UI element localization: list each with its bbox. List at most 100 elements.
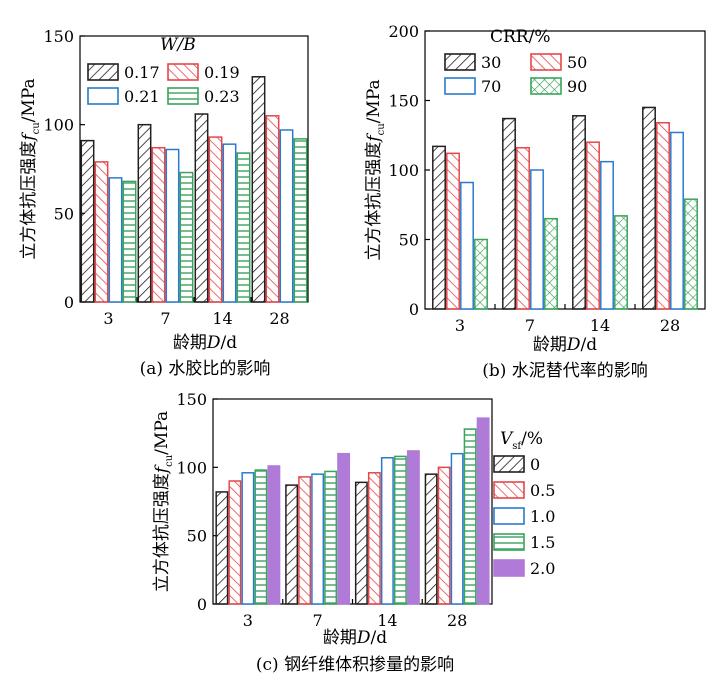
bar <box>254 469 268 605</box>
legend: W/B0.17 0.19 0.21 0.23 <box>87 35 240 106</box>
y-axis-label-main: 立方体抗压强度 <box>19 141 39 260</box>
y-tick-label: 100 <box>176 458 207 477</box>
bar <box>215 491 229 605</box>
legend-title: CRR/% <box>490 27 551 47</box>
bar <box>337 452 351 605</box>
bar <box>165 148 180 303</box>
legend-title-symbol: V <box>500 429 514 449</box>
bar <box>446 152 460 310</box>
x-axis-label-symbol: D <box>206 333 221 353</box>
bar <box>614 215 628 310</box>
y-tick-label: 0 <box>64 293 74 312</box>
x-axis-label-main: 龄期 <box>173 333 207 353</box>
chart-caption: (c) 钢纤维体积掺量的影响 <box>256 655 454 675</box>
legend-title: W/B <box>160 35 196 55</box>
legend-title-subscript: sf <box>512 441 522 452</box>
bar <box>670 131 684 310</box>
x-tick-label: 3 <box>455 316 465 335</box>
y-tick-label: 150 <box>176 390 207 409</box>
y-axis-label-main: 立方体抗压强度 <box>152 473 172 592</box>
chart-panel-1: 0 50 100 150 200 3 7 14 28 立方体抗压强度fcu/MPa 龄期D/d (b)… <box>364 22 706 381</box>
bar <box>311 473 325 605</box>
legend-label: 90 <box>567 77 587 96</box>
y-axis-label-unit: /MPa <box>19 78 39 122</box>
legend-label: 70 <box>481 77 501 96</box>
chart-panel-0: 0 50 100 150 3 7 14 28 立方体抗压强度fcu/MPa 龄期D/d (a) 水胶… <box>19 27 309 379</box>
bar <box>80 139 95 303</box>
x-tick-label: 3 <box>103 309 113 328</box>
y-axis: 0 50 100 150 <box>43 27 85 312</box>
legend-swatch <box>493 481 525 499</box>
x-tick-label: 7 <box>160 309 170 328</box>
bar <box>354 481 368 605</box>
bar <box>265 115 280 303</box>
bar <box>406 450 420 605</box>
legend-swatch <box>493 455 525 473</box>
x-axis-label-symbol: D <box>356 628 371 648</box>
bar <box>460 181 474 310</box>
y-axis-label-subscript: cu <box>164 454 175 467</box>
bar <box>432 145 446 310</box>
y-axis-label-subscript: cu <box>376 123 387 136</box>
legend-label: 0.21 <box>124 87 160 106</box>
y-tick-label: 100 <box>43 116 74 135</box>
y-axis: 0 50 100 150 200 <box>388 22 430 319</box>
legend-label: 0.19 <box>204 63 240 82</box>
y-tick-label: 0 <box>197 595 207 614</box>
bar <box>530 169 544 310</box>
legend-swatch <box>493 559 525 577</box>
y-axis-label-symbol: f <box>152 464 172 475</box>
y-axis-label-symbol: f <box>19 132 39 143</box>
x-axis-label-symbol: D <box>566 335 581 355</box>
bar <box>285 484 299 605</box>
chart-caption: (b) 水泥替代率的影响 <box>482 361 648 381</box>
legend-label: 0 <box>530 455 540 474</box>
legend-label: 30 <box>481 53 501 72</box>
bar <box>251 76 266 303</box>
x-tick-label: 28 <box>269 309 289 328</box>
bars <box>215 417 490 605</box>
bar <box>544 217 558 310</box>
bar <box>293 138 308 303</box>
x-axis-label-unit: /d <box>221 333 238 353</box>
bar <box>424 473 438 605</box>
bar <box>642 106 656 310</box>
bar <box>474 238 488 310</box>
legend-swatch <box>493 507 525 525</box>
x-tick-label: 14 <box>212 309 232 328</box>
bars <box>80 76 308 303</box>
x-axis-label-main: 龄期 <box>533 335 567 355</box>
legend-label: 1.5 <box>530 533 555 552</box>
bar <box>298 476 312 605</box>
legend-label: 0.17 <box>124 63 160 82</box>
x-tick-label: 14 <box>590 316 610 335</box>
y-axis-label-symbol: f <box>364 133 384 144</box>
bar <box>463 428 477 605</box>
x-axis: 3 7 14 28 <box>103 297 290 328</box>
bar <box>108 177 123 303</box>
bar <box>656 121 670 310</box>
x-axis-label-unit: /d <box>371 628 388 648</box>
legend-swatch <box>167 63 199 81</box>
bar <box>393 455 407 605</box>
y-axis-label-unit: /MPa <box>364 79 384 123</box>
x-axis-label: 龄期D/d <box>323 628 387 648</box>
bar <box>151 146 166 303</box>
x-axis: 3 7 14 28 <box>455 304 680 335</box>
legend-label: 2.0 <box>530 559 555 578</box>
x-axis-label-main: 龄期 <box>323 628 357 648</box>
legend-label: 0.5 <box>530 481 555 500</box>
legend-swatch <box>167 87 199 105</box>
legend: Vsf/% 0 0.5 1.0 1.5 2.0 <box>493 429 555 578</box>
bar <box>241 472 255 605</box>
bar <box>236 152 251 303</box>
legend-label: 50 <box>567 53 587 72</box>
bar <box>380 457 394 605</box>
bar <box>228 480 242 605</box>
y-tick-label: 0 <box>409 300 419 319</box>
bar <box>222 143 237 303</box>
chart-caption: (a) 水胶比的影响 <box>140 359 271 379</box>
x-tick-label: 7 <box>313 611 323 630</box>
bars <box>432 106 698 310</box>
x-tick-label: 28 <box>660 316 680 335</box>
